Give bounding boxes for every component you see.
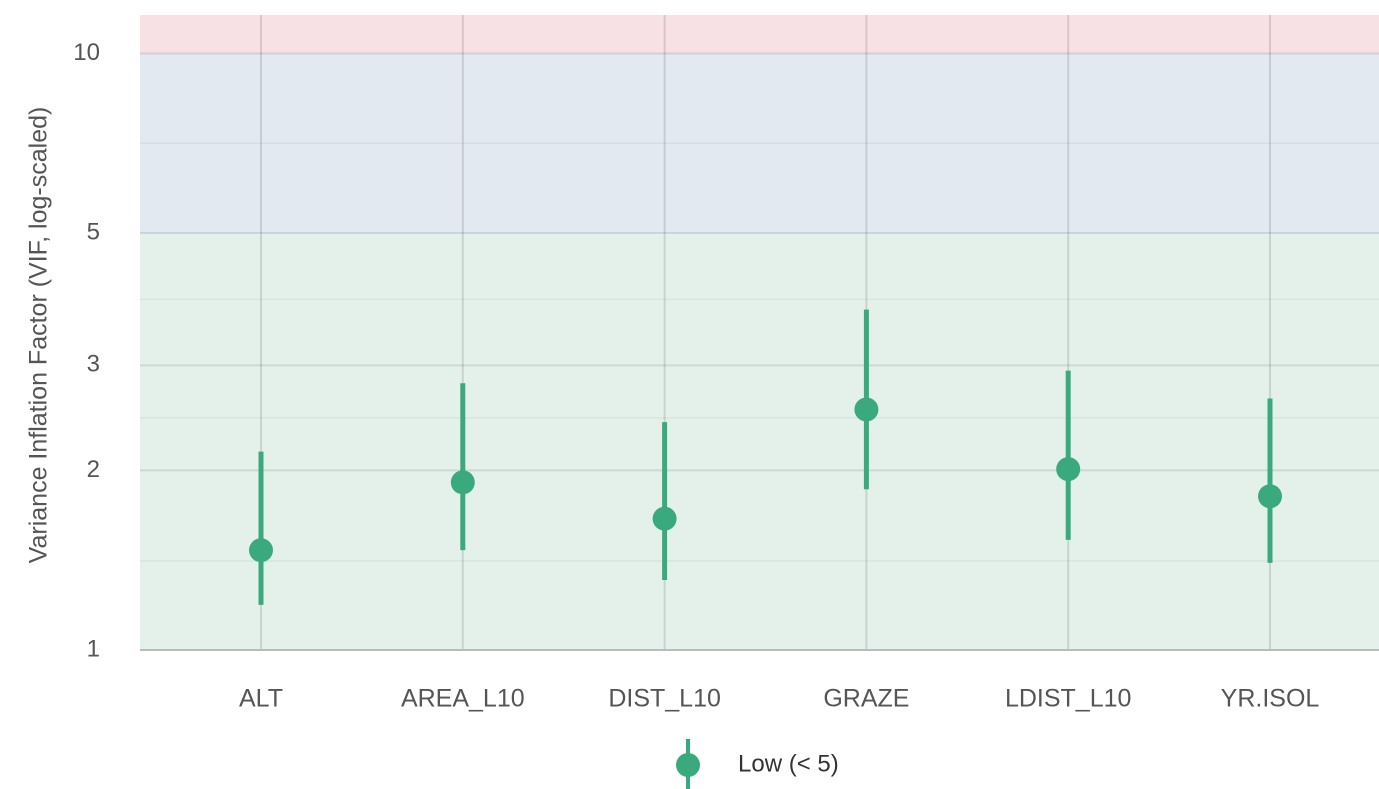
y-tick-label: 2 (87, 456, 100, 483)
y-tick-label: 10 (73, 39, 100, 66)
legend-point (676, 753, 700, 777)
y-tick-label: 5 (87, 218, 100, 245)
point (450, 470, 475, 495)
point (854, 397, 879, 422)
threshold-band (140, 15, 1379, 54)
x-tick-label: LDIST_L10 (1005, 685, 1131, 713)
x-tick-label: GRAZE (823, 685, 909, 713)
point (249, 538, 273, 563)
x-tick-label: YR.ISOL (1221, 685, 1320, 713)
x-tick-label: AREA_L10 (401, 685, 525, 713)
threshold-band (140, 53, 1379, 234)
y-tick-label: 3 (87, 351, 100, 378)
y-axis-title: Variance Inflation Factor (VIF, log-scal… (25, 107, 53, 564)
point (652, 506, 677, 531)
x-tick-label: DIST_L10 (608, 685, 721, 713)
y-tick-label: 1 (87, 635, 100, 662)
point (1258, 484, 1282, 509)
threshold-band (140, 233, 1379, 651)
x-tick-label: ALT (239, 685, 283, 713)
point (1056, 457, 1081, 482)
legend-label: Low (< 5) (738, 750, 839, 777)
